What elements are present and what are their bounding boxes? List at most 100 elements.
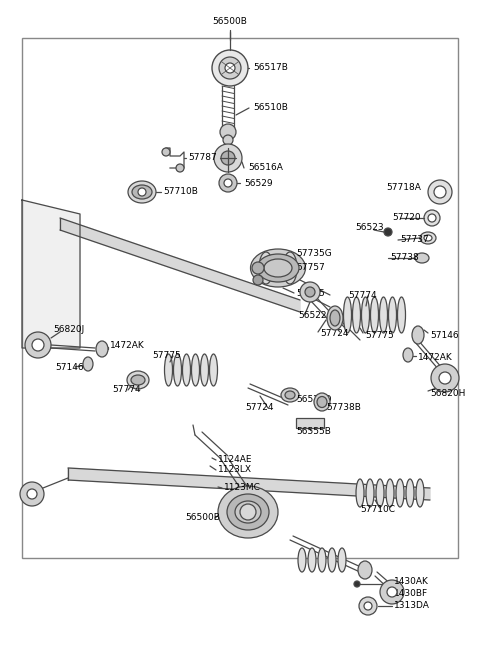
Ellipse shape bbox=[251, 249, 305, 287]
Text: 56820J: 56820J bbox=[53, 325, 84, 335]
Ellipse shape bbox=[83, 357, 93, 371]
Text: 57724: 57724 bbox=[320, 329, 348, 338]
Circle shape bbox=[354, 581, 360, 587]
Ellipse shape bbox=[412, 326, 424, 344]
Text: 1123MC: 1123MC bbox=[224, 483, 261, 493]
Circle shape bbox=[219, 174, 237, 192]
Ellipse shape bbox=[388, 297, 396, 333]
Circle shape bbox=[176, 164, 184, 172]
Ellipse shape bbox=[257, 254, 299, 282]
Text: 56820H: 56820H bbox=[430, 388, 466, 398]
Circle shape bbox=[439, 372, 451, 384]
Bar bbox=[22, 38, 458, 558]
Circle shape bbox=[25, 332, 51, 358]
Circle shape bbox=[252, 262, 264, 274]
Polygon shape bbox=[60, 218, 300, 312]
Circle shape bbox=[300, 282, 320, 302]
Ellipse shape bbox=[352, 297, 360, 333]
Text: 57146: 57146 bbox=[55, 363, 84, 373]
Ellipse shape bbox=[371, 297, 379, 333]
Ellipse shape bbox=[259, 252, 273, 284]
Text: 57787: 57787 bbox=[188, 154, 217, 163]
Ellipse shape bbox=[344, 297, 351, 333]
Text: 56516A: 56516A bbox=[248, 163, 283, 173]
Circle shape bbox=[387, 587, 397, 597]
Ellipse shape bbox=[131, 375, 145, 385]
Ellipse shape bbox=[173, 354, 181, 386]
Text: 56510B: 56510B bbox=[253, 104, 288, 112]
Circle shape bbox=[428, 180, 452, 204]
Ellipse shape bbox=[416, 479, 424, 507]
Circle shape bbox=[305, 287, 315, 297]
Text: 57757: 57757 bbox=[296, 264, 325, 272]
Ellipse shape bbox=[128, 181, 156, 203]
Text: 1123LX: 1123LX bbox=[218, 466, 252, 474]
Text: 1124AE: 1124AE bbox=[218, 455, 252, 464]
Circle shape bbox=[424, 210, 440, 226]
Text: 57724: 57724 bbox=[245, 403, 274, 413]
Text: 56500B: 56500B bbox=[185, 514, 220, 522]
Text: 57774: 57774 bbox=[112, 386, 141, 394]
Ellipse shape bbox=[283, 252, 297, 284]
Ellipse shape bbox=[201, 354, 208, 386]
Circle shape bbox=[359, 597, 377, 615]
Text: 1430BF: 1430BF bbox=[394, 590, 428, 598]
Ellipse shape bbox=[403, 348, 413, 362]
Ellipse shape bbox=[317, 396, 327, 407]
Text: 56522: 56522 bbox=[298, 312, 326, 321]
Circle shape bbox=[431, 364, 459, 392]
Ellipse shape bbox=[235, 501, 261, 523]
Polygon shape bbox=[68, 468, 430, 500]
Circle shape bbox=[212, 50, 248, 86]
Text: 57720: 57720 bbox=[392, 213, 420, 222]
Ellipse shape bbox=[424, 235, 432, 241]
Ellipse shape bbox=[318, 548, 326, 572]
Text: 56555B: 56555B bbox=[296, 428, 331, 436]
Circle shape bbox=[364, 602, 372, 610]
Text: 1430AK: 1430AK bbox=[394, 577, 429, 586]
Circle shape bbox=[384, 228, 392, 236]
Circle shape bbox=[428, 214, 436, 222]
Text: 57738: 57738 bbox=[390, 253, 419, 262]
Circle shape bbox=[224, 179, 232, 187]
Ellipse shape bbox=[358, 561, 372, 579]
Text: 57735G: 57735G bbox=[296, 249, 332, 258]
Text: 56500B: 56500B bbox=[213, 18, 247, 26]
Ellipse shape bbox=[366, 479, 374, 507]
Text: 56523: 56523 bbox=[355, 224, 384, 232]
Ellipse shape bbox=[127, 371, 149, 389]
Circle shape bbox=[240, 504, 256, 520]
Text: 56529D: 56529D bbox=[296, 396, 332, 405]
Circle shape bbox=[220, 124, 236, 140]
Text: 56529: 56529 bbox=[244, 178, 273, 188]
Ellipse shape bbox=[138, 188, 146, 196]
Ellipse shape bbox=[308, 548, 316, 572]
Ellipse shape bbox=[420, 232, 436, 244]
Text: 57775: 57775 bbox=[365, 331, 394, 340]
Text: 1472AK: 1472AK bbox=[110, 340, 145, 350]
Text: 57718A: 57718A bbox=[386, 184, 421, 192]
Ellipse shape bbox=[328, 548, 336, 572]
Circle shape bbox=[253, 275, 263, 285]
Text: 57774: 57774 bbox=[348, 291, 377, 300]
Circle shape bbox=[380, 580, 404, 604]
Ellipse shape bbox=[386, 479, 394, 507]
Ellipse shape bbox=[285, 391, 295, 399]
Text: 57775: 57775 bbox=[152, 350, 181, 359]
Ellipse shape bbox=[338, 548, 346, 572]
Ellipse shape bbox=[264, 259, 292, 277]
Ellipse shape bbox=[361, 297, 370, 333]
Circle shape bbox=[214, 144, 242, 172]
Circle shape bbox=[225, 63, 235, 73]
Circle shape bbox=[223, 135, 233, 145]
Ellipse shape bbox=[327, 306, 343, 330]
Ellipse shape bbox=[209, 354, 217, 386]
Circle shape bbox=[221, 151, 235, 165]
Ellipse shape bbox=[298, 548, 306, 572]
Text: 57710C: 57710C bbox=[360, 506, 395, 514]
Ellipse shape bbox=[376, 479, 384, 507]
Bar bbox=[296, 418, 324, 428]
Circle shape bbox=[27, 489, 37, 499]
Ellipse shape bbox=[406, 479, 414, 507]
Text: 57715: 57715 bbox=[296, 289, 325, 298]
